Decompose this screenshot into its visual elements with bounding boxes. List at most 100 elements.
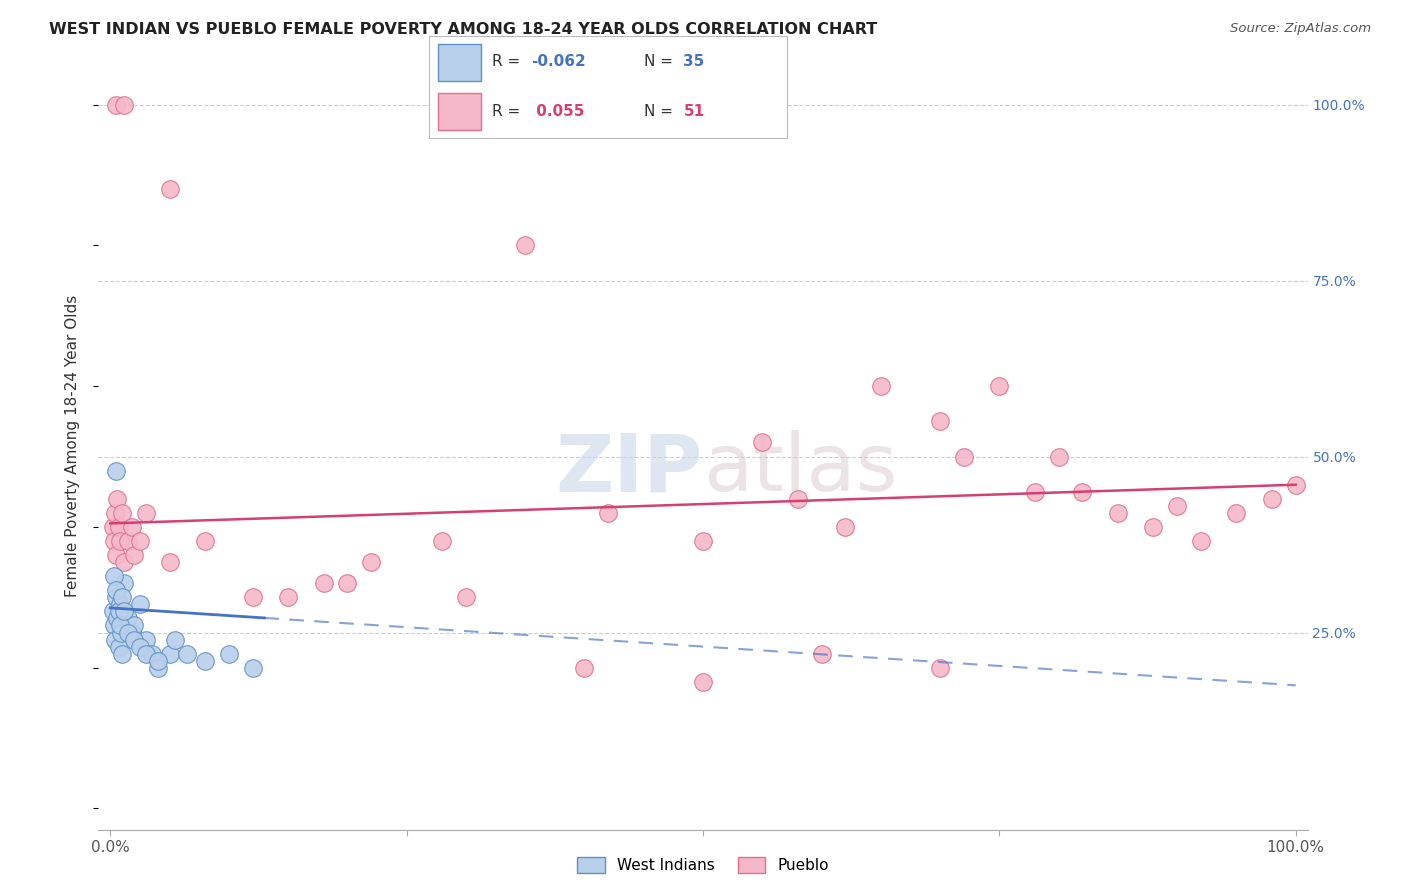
Point	[159, 182, 181, 196]
Legend: West Indians, Pueblo: West Indians, Pueblo	[571, 851, 835, 880]
Point	[105, 591, 128, 605]
Point	[105, 548, 128, 562]
Point	[114, 97, 136, 112]
Point	[117, 611, 139, 625]
Point	[692, 534, 714, 549]
Point	[454, 591, 477, 605]
Text: 0.055: 0.055	[531, 103, 585, 119]
FancyBboxPatch shape	[437, 93, 481, 130]
Point	[105, 464, 128, 478]
Point	[1047, 450, 1070, 464]
Point	[110, 625, 132, 640]
Point	[121, 520, 143, 534]
FancyBboxPatch shape	[437, 44, 481, 81]
Point	[111, 647, 134, 661]
Point	[104, 632, 127, 647]
Text: R =: R =	[492, 54, 524, 70]
Point	[105, 491, 128, 506]
Point	[159, 647, 181, 661]
Point	[105, 97, 128, 112]
Point	[104, 506, 127, 520]
Point	[834, 520, 856, 534]
Point	[159, 555, 181, 569]
Point	[129, 534, 152, 549]
Point	[121, 625, 143, 640]
Point	[810, 647, 832, 661]
Point	[107, 520, 129, 534]
Point	[1285, 477, 1308, 491]
Point	[129, 640, 152, 654]
Point	[869, 379, 891, 393]
Point	[786, 491, 808, 506]
Point	[360, 555, 382, 569]
Text: 35: 35	[683, 54, 704, 70]
Point	[122, 618, 145, 632]
Point	[574, 661, 596, 675]
Point	[117, 534, 139, 549]
Point	[165, 632, 187, 647]
Text: ZIP: ZIP	[555, 430, 703, 508]
Point	[1189, 534, 1212, 549]
Point	[218, 647, 240, 661]
Point	[929, 414, 952, 428]
Point	[135, 506, 157, 520]
Text: N =: N =	[644, 103, 678, 119]
Point	[1071, 484, 1094, 499]
Point	[107, 604, 129, 618]
Point	[1261, 491, 1284, 506]
Point	[988, 379, 1011, 393]
Y-axis label: Female Poverty Among 18-24 Year Olds: Female Poverty Among 18-24 Year Olds	[65, 295, 80, 597]
Point	[101, 520, 124, 534]
Text: N =: N =	[644, 54, 678, 70]
Point	[114, 604, 136, 618]
Point	[336, 576, 359, 591]
Point	[242, 591, 264, 605]
Point	[146, 661, 169, 675]
Point	[108, 534, 131, 549]
Point	[312, 576, 335, 591]
Text: WEST INDIAN VS PUEBLO FEMALE POVERTY AMONG 18-24 YEAR OLDS CORRELATION CHART: WEST INDIAN VS PUEBLO FEMALE POVERTY AMO…	[49, 22, 877, 37]
Point	[105, 611, 128, 625]
Point	[107, 640, 129, 654]
Point	[1142, 520, 1164, 534]
Point	[432, 534, 454, 549]
Point	[135, 632, 157, 647]
Point	[114, 576, 136, 591]
Text: atlas: atlas	[703, 430, 897, 508]
Point	[103, 569, 125, 583]
Point	[952, 450, 974, 464]
Point	[1166, 499, 1188, 513]
Point	[105, 583, 128, 598]
Point	[929, 661, 952, 675]
Point	[129, 598, 152, 612]
Point	[194, 654, 217, 668]
Point	[515, 238, 537, 252]
Point	[101, 604, 124, 618]
Point	[751, 435, 773, 450]
Point	[242, 661, 264, 675]
Point	[122, 548, 145, 562]
Text: R =: R =	[492, 103, 524, 119]
Text: -0.062: -0.062	[531, 54, 586, 70]
Point	[103, 618, 125, 632]
Point	[111, 591, 134, 605]
Text: Source: ZipAtlas.com: Source: ZipAtlas.com	[1230, 22, 1371, 36]
Point	[176, 647, 198, 661]
Point	[194, 534, 217, 549]
Point	[1225, 506, 1247, 520]
Point	[117, 625, 139, 640]
Point	[277, 591, 299, 605]
Point	[103, 534, 125, 549]
Point	[598, 506, 620, 520]
Point	[114, 555, 136, 569]
Point	[146, 654, 169, 668]
Point	[135, 647, 157, 661]
Point	[111, 506, 134, 520]
Point	[1107, 506, 1129, 520]
Point	[108, 618, 131, 632]
Point	[141, 647, 163, 661]
Point	[1024, 484, 1046, 499]
Point	[108, 598, 131, 612]
Point	[122, 632, 145, 647]
Point	[692, 674, 714, 689]
